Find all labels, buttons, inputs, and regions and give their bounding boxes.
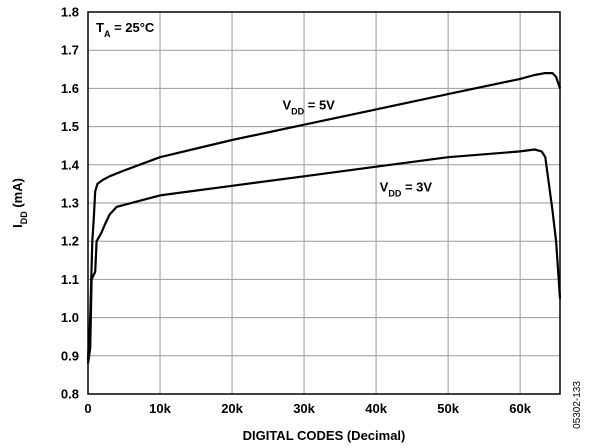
- series-label-vdd-5v-subscript: DD: [291, 106, 304, 116]
- x-tick-label-5: 50k: [437, 401, 459, 416]
- y-tick-label-8: 1.6: [61, 81, 79, 96]
- series-label-vdd-5v: VDD = 5V: [282, 97, 335, 116]
- x-tick-label-0: 0: [84, 401, 91, 416]
- series-label-vdd-3v-suffix: = 3V: [401, 180, 432, 195]
- x-tick-label-2: 20k: [221, 401, 243, 416]
- series-line-vdd-5v: [86, 72, 562, 360]
- x-tick-label-3: 30k: [293, 401, 315, 416]
- y-tick-label-4: 1.2: [61, 234, 79, 249]
- series-layer: [86, 72, 562, 364]
- y-tick-label-5: 1.3: [61, 196, 79, 211]
- x-tick-label-6: 60k: [509, 401, 531, 416]
- x-axis-title: DIGITAL CODES (Decimal): [243, 428, 406, 443]
- condition-subscript: A: [104, 29, 111, 39]
- y-tick-label-3: 1.1: [61, 272, 79, 287]
- series-label-vdd-3v-main: V: [380, 180, 389, 195]
- series-label-vdd-5v-main: V: [282, 97, 291, 112]
- series-line-vdd-3v: [86, 148, 562, 364]
- y-tick-label-2: 1.0: [61, 310, 79, 325]
- y-tick-label-10: 1.8: [61, 5, 79, 20]
- condition-main: T: [96, 20, 104, 35]
- figure-id: 05302-133: [572, 381, 583, 429]
- plot-frame: [87, 11, 561, 395]
- y-axis-title-subscript: DD: [19, 211, 29, 224]
- y-tick-label-1: 0.9: [61, 348, 79, 363]
- y-tick-label-6: 1.4: [61, 157, 80, 172]
- y-tick-label-0: 0.8: [61, 387, 79, 402]
- series-label-vdd-3v: VDD = 3V: [380, 180, 433, 199]
- y-axis-title: IDD (mA): [10, 178, 29, 228]
- y-axis-title-main: I: [10, 224, 25, 228]
- condition-suffix: = 25°C: [110, 20, 154, 35]
- x-tick-labels: 0 10k 20k 30k 40k 50k 60k: [84, 401, 531, 416]
- temperature-condition-label: TA = 25°C: [96, 20, 155, 39]
- y-tick-label-7: 1.5: [61, 119, 79, 134]
- grid-lines: [88, 12, 560, 394]
- y-tick-label-9: 1.7: [61, 43, 79, 58]
- y-axis-title-suffix: (mA): [10, 178, 25, 211]
- x-tick-label-4: 40k: [365, 401, 387, 416]
- series-label-vdd-5v-suffix: = 5V: [304, 97, 335, 112]
- y-tick-labels: 0.8 0.9 1.0 1.1 1.2 1.3 1.4 1.5 1.6 1.7 1.8: [61, 5, 80, 402]
- x-tick-label-1: 10k: [149, 401, 171, 416]
- series-label-vdd-3v-subscript: DD: [388, 189, 401, 199]
